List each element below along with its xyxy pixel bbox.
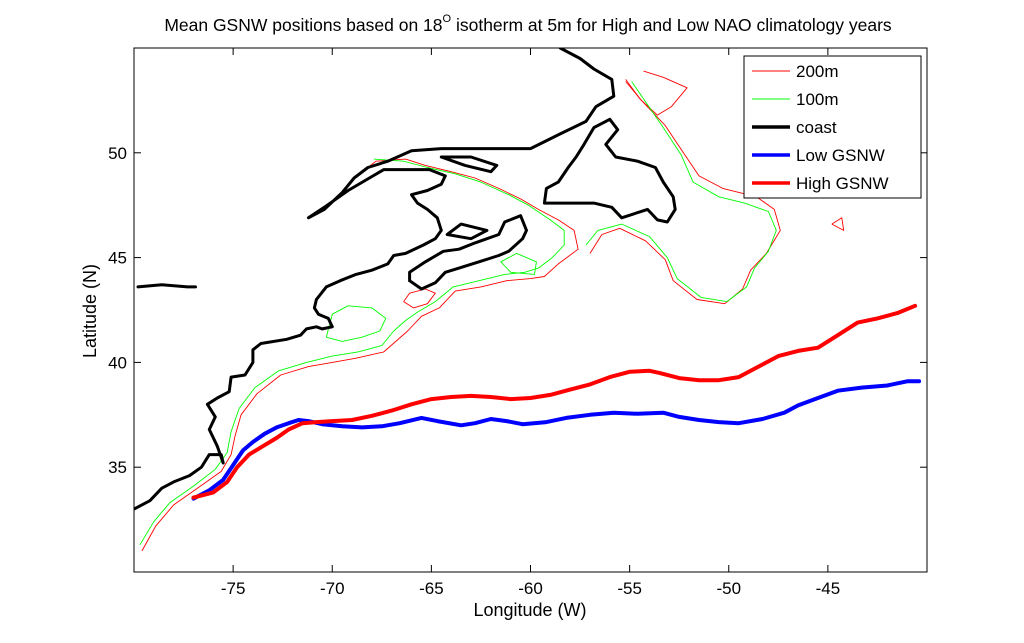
- coastline: [136, 283, 197, 289]
- y-tick-label: 50: [108, 144, 127, 163]
- y-tick-label: 45: [108, 249, 127, 268]
- y-axis-label: Latitude (N): [80, 264, 100, 358]
- coastline: [542, 117, 677, 224]
- x-axis-label: Longitude (W): [473, 600, 586, 620]
- coastline: [439, 155, 499, 174]
- isobath-200m-line: [403, 288, 436, 309]
- legend: 200m 100m coast Low GSNW High GSNW: [743, 55, 922, 199]
- chart-title: Mean GSNW positions based on 18O isother…: [164, 13, 892, 35]
- legend-label: 100m: [796, 90, 839, 109]
- low-gsnw-line: [191, 379, 922, 501]
- x-tick-label: -65: [419, 579, 444, 598]
- coastline: [408, 214, 528, 291]
- legend-label: coast: [796, 118, 837, 137]
- x-tick-label: -50: [716, 579, 741, 598]
- isobath-200m-line: [831, 217, 845, 231]
- x-tick-label: -70: [320, 579, 345, 598]
- isobath-100m-line: [585, 81, 777, 303]
- legend-label: 200m: [796, 62, 839, 81]
- coastline: [134, 48, 616, 511]
- isobath-200m-line: [589, 79, 781, 305]
- x-tick-label: -60: [518, 579, 543, 598]
- x-tick-label: -55: [617, 579, 642, 598]
- isobath-200m-line: [141, 158, 579, 552]
- y-tick-label: 40: [108, 353, 127, 372]
- isobath-100m-line: [500, 252, 537, 275]
- axes: -75 -70 -65 -60 -55 -50 -45 35 40 45 50: [108, 48, 927, 598]
- y-tick-label: 35: [108, 458, 127, 477]
- isobath-100m-line: [325, 305, 387, 342]
- x-tick-label: -75: [221, 579, 246, 598]
- isobath-200m-line: [625, 70, 688, 116]
- isobath-100m-line: [139, 158, 565, 546]
- plot-area: [134, 48, 922, 552]
- x-tick-label: -45: [816, 579, 841, 598]
- high-gsnw-line: [191, 303, 918, 500]
- legend-label: Low GSNW: [796, 146, 885, 165]
- coastline: [445, 222, 489, 241]
- legend-label: High GSNW: [796, 174, 889, 193]
